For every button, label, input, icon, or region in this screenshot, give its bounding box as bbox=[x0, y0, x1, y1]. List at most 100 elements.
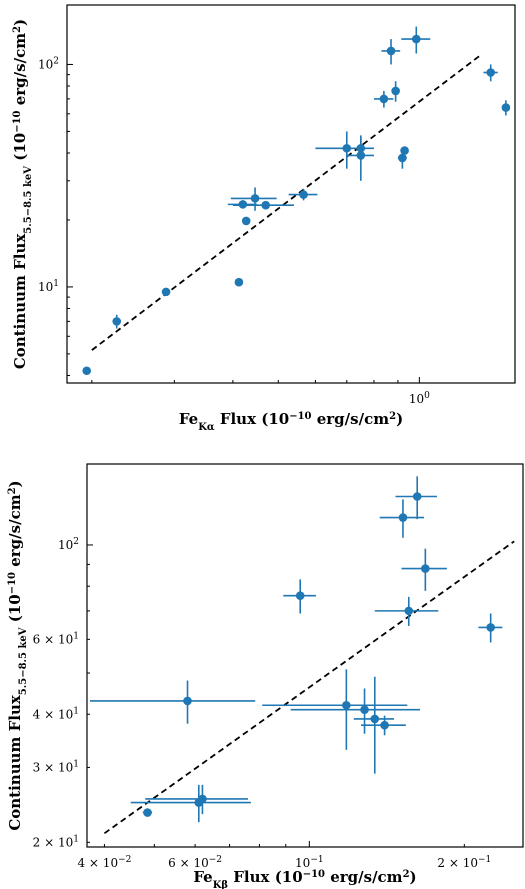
x-tick-label-exp: 0 bbox=[424, 391, 430, 401]
y-axis-label-main: Continuum Flux bbox=[11, 233, 29, 370]
x-axis-label-end: ) bbox=[396, 410, 403, 428]
data-point bbox=[82, 366, 92, 376]
y-axis-label-rest2: erg/s/cm bbox=[11, 33, 29, 111]
point-marker bbox=[143, 808, 152, 817]
point-marker bbox=[198, 794, 207, 804]
data-point bbox=[401, 548, 447, 591]
point-marker bbox=[411, 34, 421, 44]
y-axis-label-sub: 5.5−8.5 keV bbox=[18, 627, 29, 695]
point-marker bbox=[299, 190, 308, 199]
y-axis-label-end: ) bbox=[6, 480, 24, 487]
data-point bbox=[395, 476, 438, 520]
point-marker bbox=[404, 606, 414, 616]
y-tick-label-exp: 2 bbox=[53, 56, 59, 66]
y-tick-label-exp: 2 bbox=[73, 537, 79, 547]
point-marker bbox=[356, 151, 366, 160]
point-marker bbox=[360, 705, 369, 714]
y-axis-label-rest2: erg/s/cm bbox=[6, 494, 24, 572]
point-marker bbox=[398, 153, 407, 163]
point-marker bbox=[112, 317, 122, 326]
point-marker bbox=[412, 492, 422, 501]
data-point bbox=[290, 688, 420, 734]
point-marker bbox=[486, 623, 495, 632]
data-point bbox=[234, 277, 244, 287]
x-tick-label-base: 10 bbox=[409, 392, 424, 406]
fit-line bbox=[91, 54, 481, 351]
x-axis-label-rest2: erg/s/cm bbox=[325, 868, 403, 886]
x-axis-label-sub: Kβ bbox=[213, 880, 229, 889]
y-tick-label: 4 × 101 bbox=[33, 706, 79, 721]
data-point bbox=[381, 39, 401, 65]
y-tick-label-exp: 1 bbox=[53, 279, 59, 289]
y-tick-label: 6 × 101 bbox=[33, 631, 79, 646]
y-axis-label-rest: (10 bbox=[11, 133, 29, 166]
y-tick-label: 101 bbox=[38, 279, 59, 294]
y-tick-label-base: 3 × 10 bbox=[33, 760, 74, 774]
y-tick-label-exp: 1 bbox=[73, 631, 79, 641]
point-marker bbox=[241, 216, 251, 226]
data-point bbox=[478, 613, 503, 643]
x-axis-label-main: Fe bbox=[179, 410, 198, 428]
point-marker bbox=[250, 194, 260, 203]
x-axis-label-rest: Flux (10 bbox=[215, 410, 290, 428]
data-point bbox=[142, 808, 153, 817]
data-point bbox=[346, 135, 374, 181]
data-point bbox=[315, 131, 374, 169]
point-marker bbox=[379, 94, 389, 104]
data-point bbox=[501, 100, 511, 116]
x-tick-label-exp: −2 bbox=[118, 855, 131, 865]
point-marker bbox=[82, 366, 92, 376]
x-axis-label: FeKβ Flux (10−10 erg/s/cm2) bbox=[193, 868, 416, 889]
y-tick-label-exp: 1 bbox=[73, 759, 79, 769]
y-tick-label-exp: 1 bbox=[73, 834, 79, 844]
x-tick-label-base: 4 × 10 bbox=[77, 856, 118, 870]
point-marker bbox=[486, 68, 496, 77]
y-axis-label-sub: 5.5−8.5 keV bbox=[23, 166, 34, 234]
point-marker bbox=[400, 146, 409, 155]
y-axis-label-rest: (10 bbox=[6, 594, 24, 627]
x-tick-label-exp: −1 bbox=[478, 855, 491, 865]
point-marker bbox=[398, 513, 408, 522]
data-point bbox=[112, 314, 122, 329]
data-point bbox=[145, 784, 248, 815]
data-point bbox=[227, 200, 257, 209]
y-tick-label-base: 2 × 10 bbox=[33, 835, 74, 849]
x-axis-label-sub: Kα bbox=[198, 422, 215, 433]
data-point bbox=[130, 784, 251, 823]
data-point bbox=[400, 146, 409, 155]
data-point bbox=[232, 200, 294, 210]
point-marker bbox=[342, 700, 351, 710]
x-tick-label: 2 × 10−1 bbox=[437, 855, 491, 870]
data-point bbox=[230, 187, 277, 211]
point-marker bbox=[421, 564, 430, 573]
data-point bbox=[283, 579, 316, 614]
point-marker bbox=[391, 86, 400, 96]
y-tick-label: 3 × 101 bbox=[33, 759, 79, 774]
x-tick-label-base: 6 × 10 bbox=[168, 856, 209, 870]
data-point bbox=[361, 715, 406, 736]
x-axis-label-exp2: 2 bbox=[389, 411, 396, 422]
data-point bbox=[374, 596, 439, 626]
y-axis-label: Continuum Flux5.5−8.5 keV (10−10 erg/s/c… bbox=[6, 480, 29, 830]
point-marker bbox=[238, 200, 248, 209]
x-axis-label-exp: −10 bbox=[303, 869, 325, 880]
y-axis-label-end: ) bbox=[11, 19, 29, 26]
y-tick-label-base: 6 × 10 bbox=[33, 632, 74, 646]
y-tick-label-exp: 1 bbox=[73, 706, 79, 716]
data-point bbox=[288, 189, 318, 201]
x-axis-label-main: Fe bbox=[193, 868, 212, 886]
y-tick-label-base: 10 bbox=[38, 57, 53, 71]
y-axis-label-exp2: 2 bbox=[12, 26, 23, 33]
x-tick-label-base: 10 bbox=[295, 856, 310, 870]
y-tick-label-base: 4 × 10 bbox=[33, 707, 74, 721]
x-axis-label-rest2: erg/s/cm bbox=[312, 410, 390, 428]
data-point bbox=[241, 216, 251, 226]
y-tick-label: 2 × 101 bbox=[33, 834, 79, 849]
y-axis-label-main: Continuum Flux bbox=[6, 694, 24, 831]
x-tick-label: 10−1 bbox=[295, 855, 324, 870]
x-axis-label-exp: −10 bbox=[289, 411, 311, 422]
x-tick-label-base: 2 × 10 bbox=[437, 856, 478, 870]
